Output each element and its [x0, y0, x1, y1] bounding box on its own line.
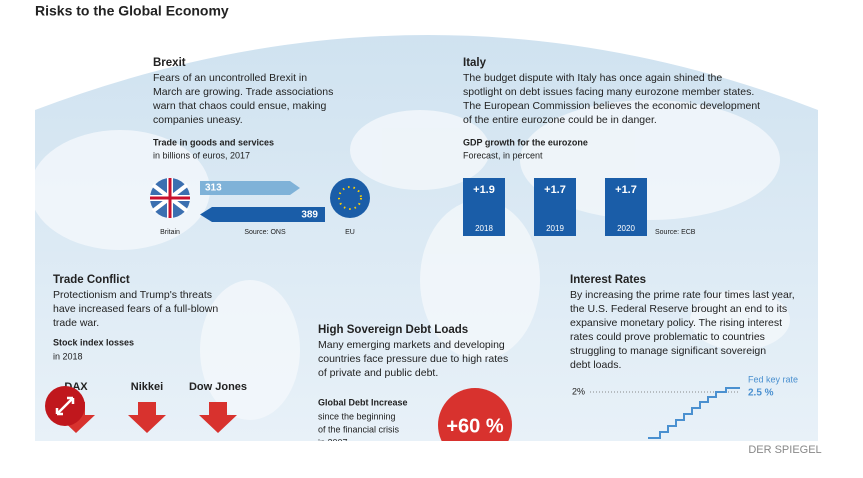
body-text: Protectionism and Trump's threats	[53, 289, 212, 301]
body-text: warn that chaos could ensue, making	[152, 100, 327, 112]
body-text: debt loads.	[570, 359, 621, 371]
section-title: Brexit	[153, 57, 186, 69]
value-label: 313	[205, 183, 222, 194]
value-label: 389	[301, 210, 318, 221]
body-text: By increasing the prime rate four times …	[570, 289, 795, 301]
chart-title: Global Debt Increase	[318, 397, 408, 407]
section-title: Trade Conflict	[53, 274, 130, 286]
series-value: 2.5 %	[748, 388, 774, 399]
section-title: Italy	[463, 57, 487, 69]
bar-value: +1.7	[615, 184, 637, 196]
credit: DER SPIEGEL	[748, 444, 821, 456]
bar-year: 2019	[546, 224, 564, 233]
body-text: have increased fears of a full-blown	[53, 303, 218, 315]
bar	[534, 178, 576, 236]
body-text: Fears of an uncontrolled Brexit in	[153, 72, 307, 84]
chart-title: GDP growth for the eurozone	[463, 137, 588, 147]
body-text: expansive monetary policy. The rising in…	[570, 317, 782, 329]
body-text: of the entire eurozone could be in dange…	[463, 114, 657, 126]
export-arrow	[200, 181, 300, 195]
chart-subtitle: since the beginning	[318, 411, 396, 421]
page-title: Risks to the Global Economy	[35, 3, 229, 19]
index-label: Dow Jones	[189, 381, 247, 393]
big-value: +60 %	[446, 415, 503, 437]
body-text: trade war.	[53, 317, 99, 329]
bar-value: +1.7	[544, 184, 566, 196]
chart-subtitle: in 2018	[53, 351, 83, 361]
continents	[35, 100, 790, 420]
index-label: Nikkei	[131, 381, 163, 393]
bar-value: +1.9	[473, 184, 495, 196]
chart-subtitle: in billions of euros, 2017	[153, 150, 250, 160]
chart-subtitle: in 2007	[318, 437, 348, 447]
section-title: High Sovereign Debt Loads	[318, 324, 468, 336]
body-text: the U.S. Federal Reserve brought an end …	[570, 303, 787, 315]
axis-label: EU	[345, 229, 355, 236]
section-title: Interest Rates	[570, 274, 646, 286]
globe-edge	[35, 25, 818, 110]
expand-icon	[55, 396, 75, 416]
body-text: struggling to manage significant soverei…	[570, 345, 766, 357]
axis-label: 2%	[572, 386, 585, 396]
body-text: Many emerging markets and developing	[318, 339, 505, 351]
bar-year: 2018	[475, 224, 493, 233]
rate-line	[648, 387, 740, 439]
infographic: Brexit Fears of an uncontrolled Brexit in…	[35, 25, 818, 447]
import-arrow	[200, 207, 325, 222]
chart-subtitle: Forecast, in percent	[463, 150, 543, 160]
body-text: countries face pressure due to high rate…	[318, 353, 508, 365]
bar	[605, 178, 647, 236]
bar	[463, 178, 505, 236]
body-text: spotlight on debt issues facing many eur…	[463, 86, 754, 98]
bar-year: 2020	[617, 224, 635, 233]
body-text: March are growing. Trade associations	[153, 86, 333, 98]
debt-circle	[438, 388, 512, 441]
chart-title: Trade in goods and services	[153, 137, 274, 147]
axis-label: Britain	[160, 229, 180, 236]
source: Source: ONS	[244, 229, 286, 236]
body-text: of private and public debt.	[318, 367, 438, 379]
body-text: rates could prove problematic to countri…	[570, 331, 765, 343]
chart-subtitle: of the financial crisis	[318, 424, 400, 434]
source: Source: ECB	[655, 229, 696, 236]
body-text: The European Commission believes the eco…	[463, 100, 760, 112]
body-text: The budget dispute with Italy has once a…	[463, 72, 722, 84]
chart-title: Stock index losses	[53, 337, 134, 347]
body-text: companies uneasy.	[153, 114, 243, 126]
series-label: Fed key rate	[748, 374, 798, 384]
eu-flag	[330, 178, 370, 218]
